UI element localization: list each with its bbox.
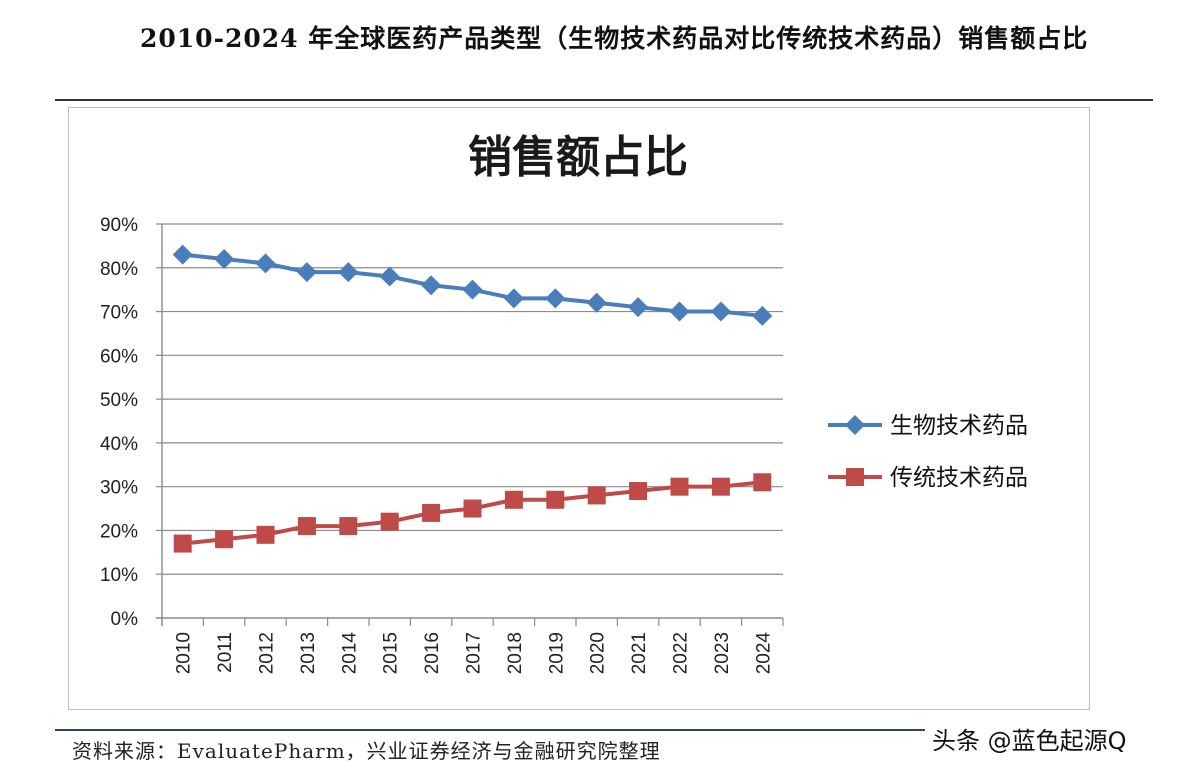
data-point: [670, 477, 689, 496]
x-tick-label: 2024: [753, 632, 774, 675]
top-divider: [55, 99, 1153, 101]
y-tick-label: 50%: [100, 390, 138, 411]
x-tick-label: 2019: [546, 632, 567, 674]
data-point: [628, 297, 649, 318]
y-tick-label: 0%: [111, 609, 139, 630]
y-tick-label: 10%: [100, 565, 138, 586]
legend-marker: [846, 468, 864, 486]
data-point: [215, 530, 234, 549]
bottom-divider: [55, 729, 925, 731]
x-tick-label: 2021: [629, 632, 650, 674]
data-point: [380, 512, 399, 531]
data-point: [463, 499, 482, 518]
data-point: [503, 288, 524, 309]
x-tick-label: 2012: [257, 632, 278, 674]
y-tick-label: 90%: [100, 215, 138, 236]
x-tick-label: 2010: [174, 632, 195, 674]
x-tick-label: 2023: [712, 632, 733, 674]
data-point: [586, 292, 607, 313]
data-point: [753, 473, 772, 492]
page-heading: 2010-2024 年全球医药产品类型（生物技术药品对比传统技术药品）销售额占比: [140, 24, 1089, 53]
data-point: [256, 525, 275, 544]
data-point: [296, 262, 317, 283]
data-point: [339, 517, 358, 536]
data-point: [629, 482, 648, 501]
data-point: [710, 301, 731, 322]
y-tick-label: 80%: [100, 259, 138, 280]
x-tick-label: 2014: [339, 632, 360, 675]
data-point: [504, 490, 523, 509]
data-point: [338, 262, 359, 283]
chart-title: 销售额占比: [468, 132, 688, 183]
x-tick-label: 2017: [464, 632, 485, 674]
data-point: [297, 517, 316, 536]
y-tick-label: 30%: [100, 478, 138, 499]
x-tick-label: 2011: [215, 632, 236, 673]
x-tick-label: 2022: [671, 632, 692, 674]
x-tick-label: 2018: [505, 632, 526, 674]
y-tick-label: 60%: [100, 346, 138, 367]
data-point: [173, 534, 192, 553]
watermark: 头条 @蓝色起源Q: [932, 727, 1127, 755]
y-tick-label: 20%: [100, 521, 138, 542]
data-point: [172, 244, 193, 265]
data-point: [462, 279, 483, 300]
chart-frame: [68, 107, 1090, 710]
data-point: [545, 288, 566, 309]
legend-label: 传统技术药品: [890, 465, 1028, 491]
x-tick-label: 2015: [381, 632, 402, 674]
data-point: [587, 486, 606, 505]
source-note: 资料来源：EvaluatePharm，兴业证券经济与金融研究院整理: [72, 739, 661, 763]
y-tick-label: 70%: [100, 303, 138, 324]
data-point: [421, 275, 442, 296]
x-tick-label: 2013: [298, 632, 319, 674]
x-tick-label: 2020: [588, 632, 609, 674]
data-point: [214, 249, 235, 270]
y-tick-label: 40%: [100, 434, 138, 455]
data-point: [379, 266, 400, 287]
data-point: [752, 305, 773, 326]
data-point: [669, 301, 690, 322]
data-point: [711, 477, 730, 496]
data-point: [255, 253, 276, 274]
legend-marker: [845, 415, 865, 435]
data-point: [422, 503, 441, 522]
legend-label: 生物技术药品: [890, 413, 1028, 439]
data-point: [546, 490, 565, 509]
x-tick-label: 2016: [422, 632, 443, 674]
